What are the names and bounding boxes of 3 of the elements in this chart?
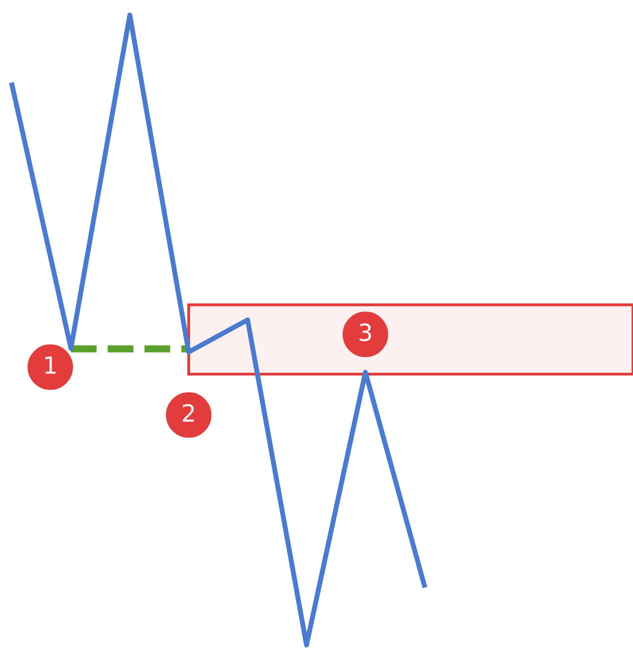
annotation: 1 [45,356,56,374]
annotation: 2 [182,404,194,422]
annotation: 3 [360,323,372,342]
